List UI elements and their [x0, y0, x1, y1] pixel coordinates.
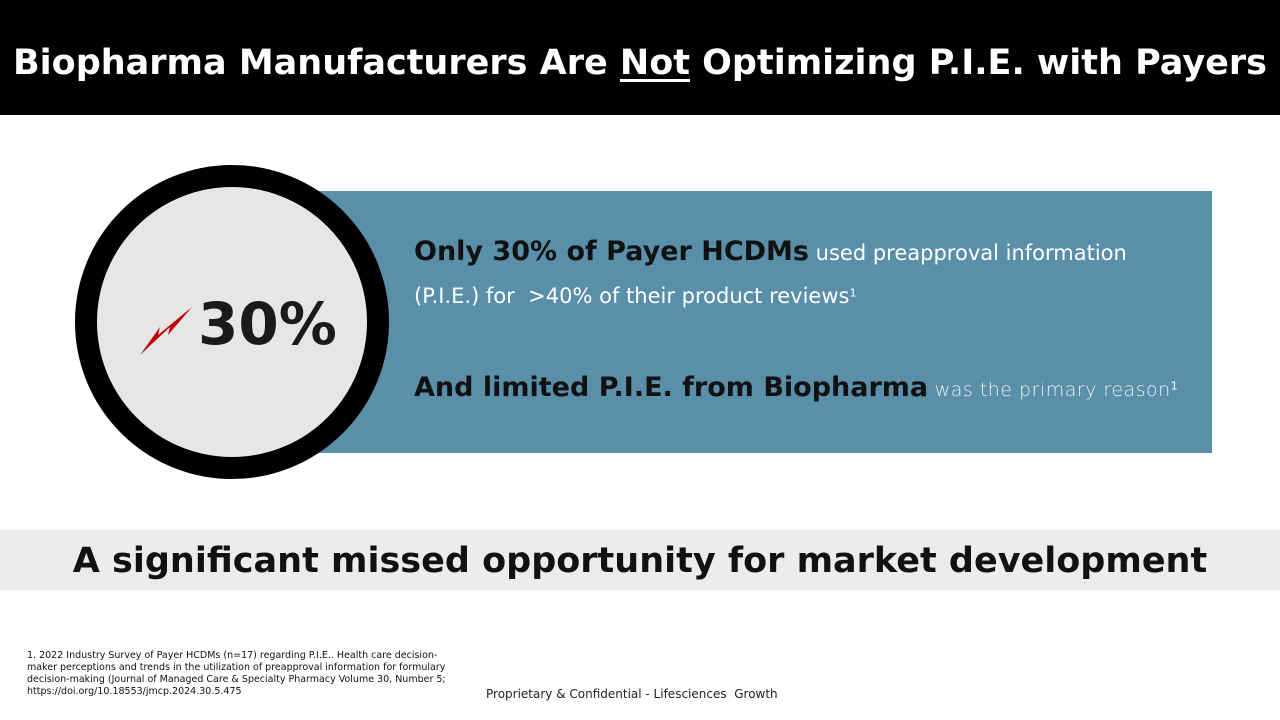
banner: A significant missed opportunity for mar…: [0, 530, 1280, 590]
text: was the primary reason: [928, 379, 1171, 401]
bold-text: And limited P.I.E. from Biopharma: [414, 372, 929, 403]
callout-box: [300, 191, 1212, 453]
callout-line: (P.I.E.) for >40% of their product revie…: [414, 284, 856, 308]
title-part: Optimizing P.I.E. with Payers: [689, 43, 1267, 83]
callout-line: And limited P.I.E. from Biopharma was th…: [414, 372, 1178, 403]
bold-text: Only 30% of Payer HCDMs: [414, 236, 809, 267]
lightning-icon: [140, 307, 192, 355]
text: (P.I.E.) for >40% of their product revie…: [414, 284, 850, 308]
footer: Proprietary & Confidential - Lifescience…: [486, 687, 778, 701]
footnote: 1. 2022 Industry Survey of Payer HCDMs (…: [27, 650, 446, 697]
header: Biopharma Manufacturers Are Not Optimizi…: [0, 0, 1280, 115]
superscript: 1: [1170, 379, 1178, 393]
stat-value: 30%: [198, 290, 337, 358]
title-emphasis: Not: [619, 43, 690, 83]
title-part: Biopharma Manufacturers Are: [12, 43, 620, 83]
text: used preapproval information: [809, 241, 1127, 265]
callout-line: Only 30% of Payer HCDMs used preapproval…: [414, 236, 1127, 267]
superscript: 1: [849, 286, 857, 300]
